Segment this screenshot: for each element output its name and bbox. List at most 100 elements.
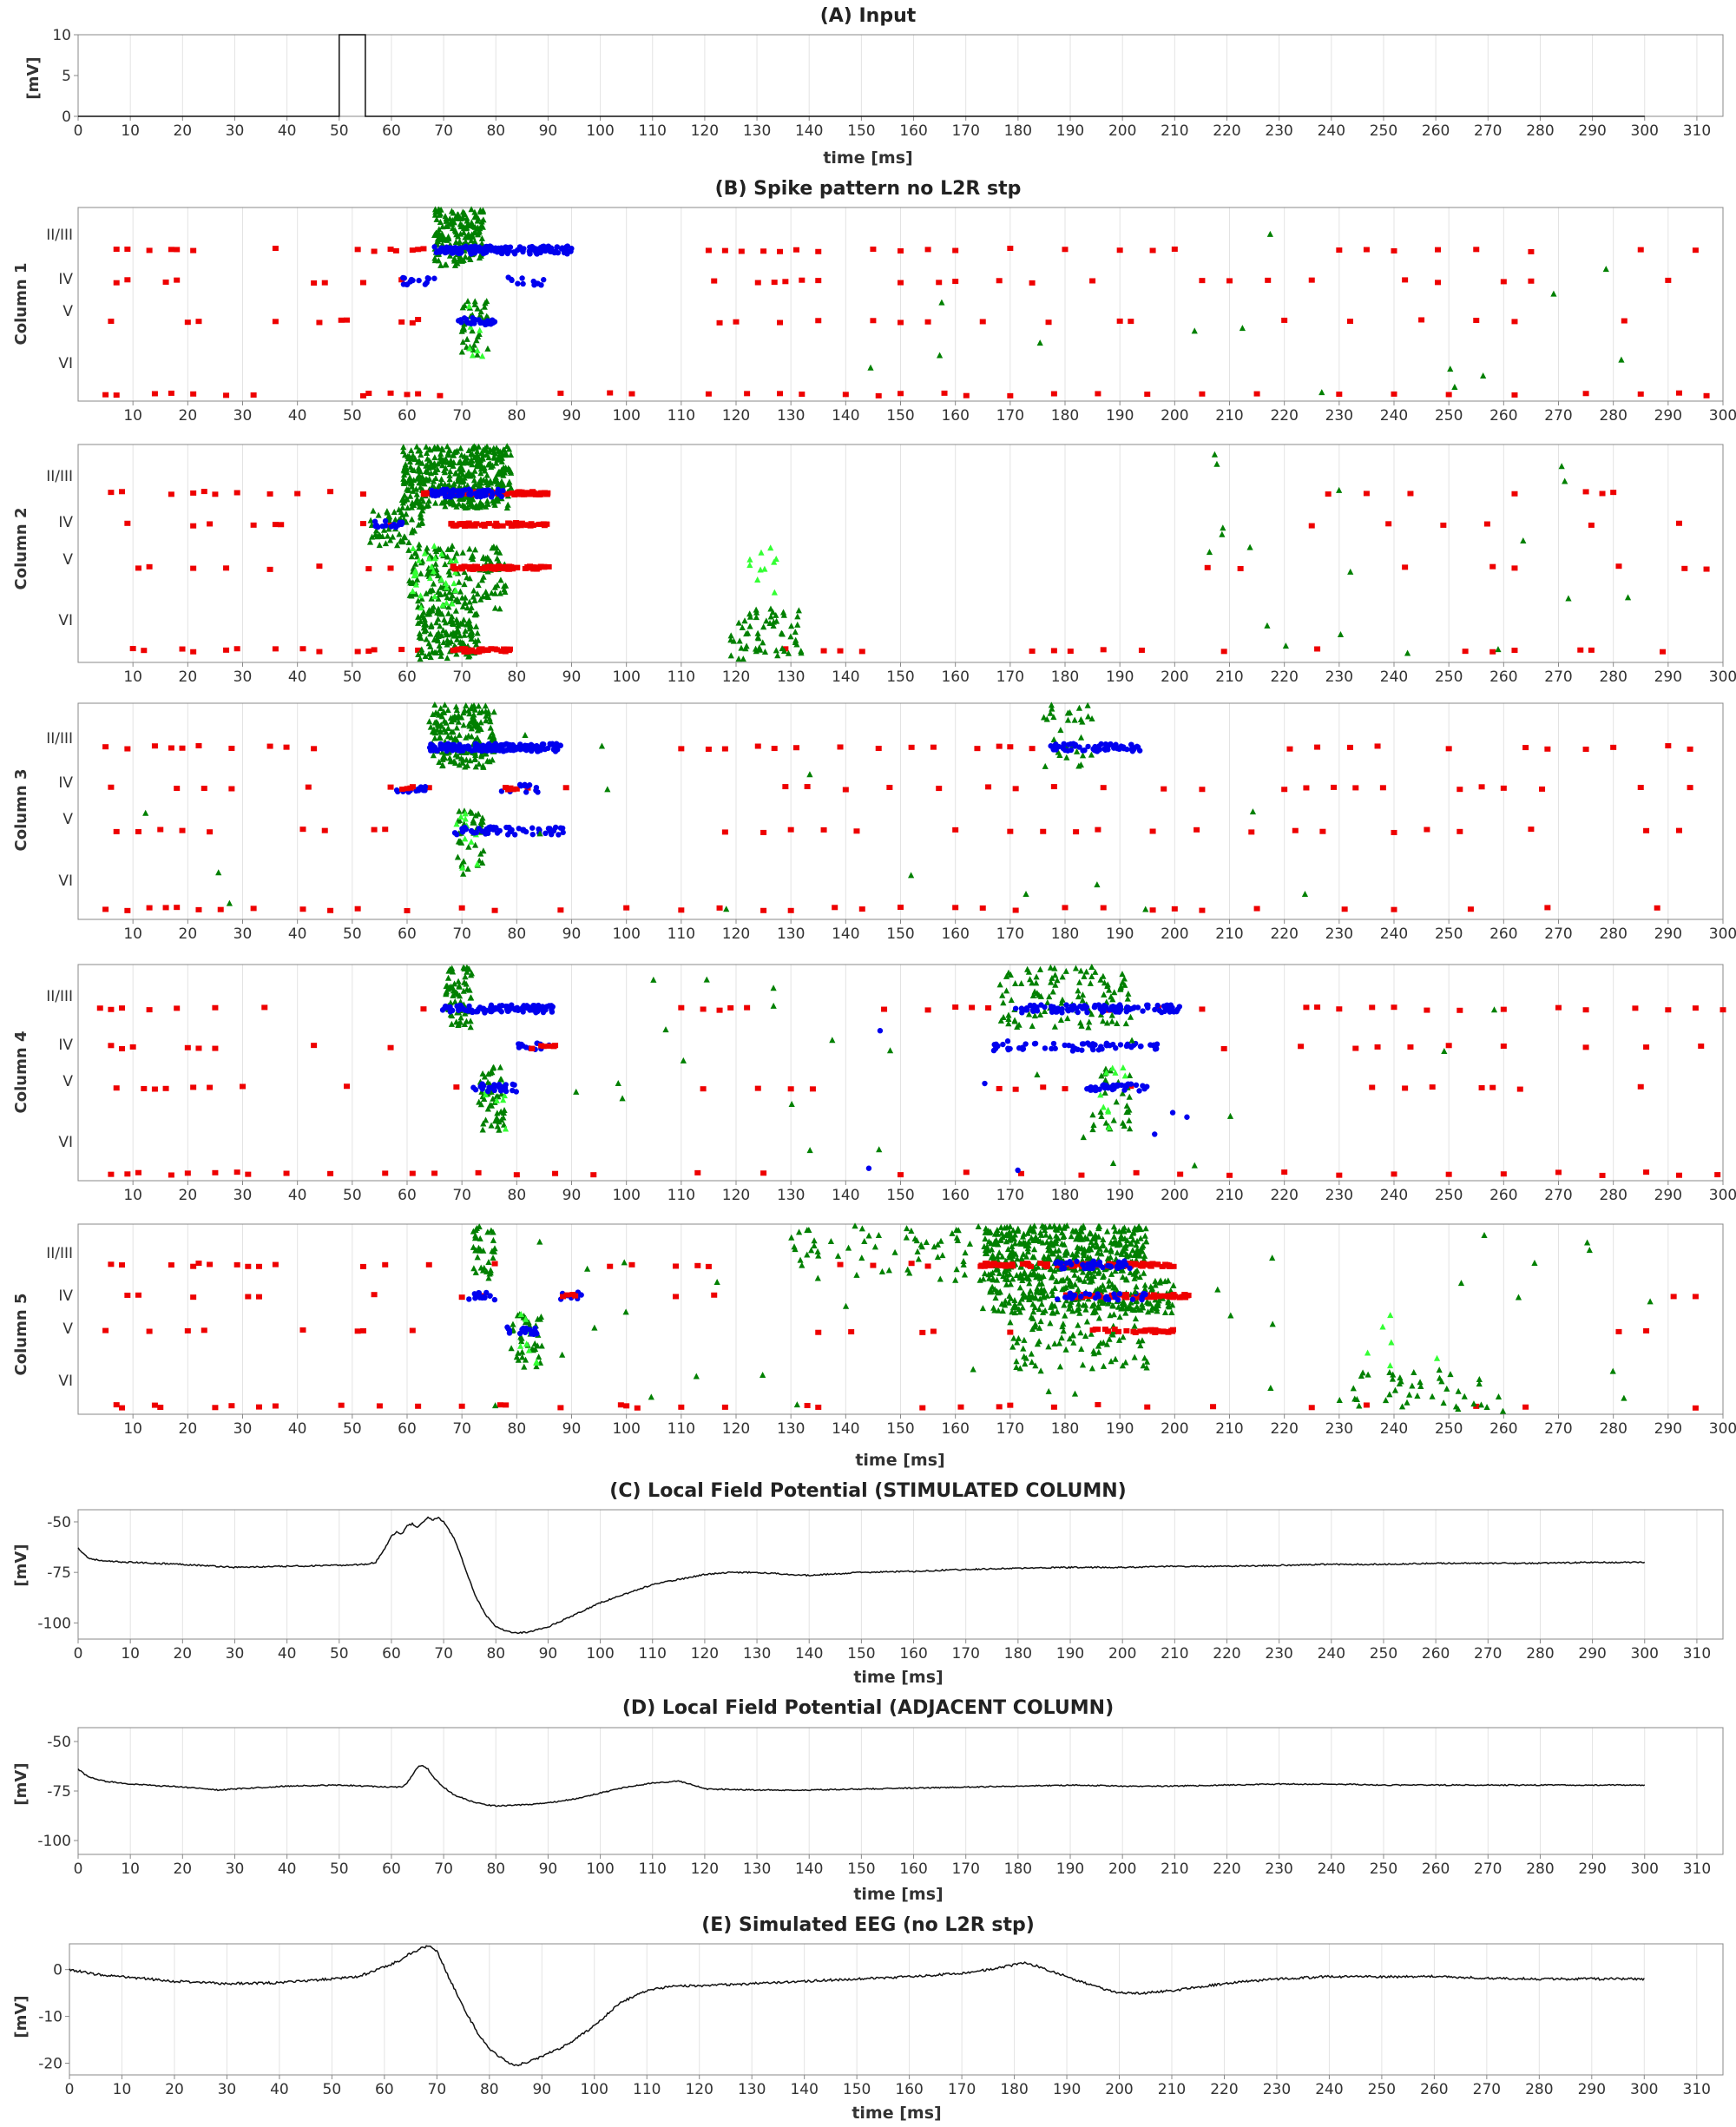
spike-mark <box>1037 1289 1044 1296</box>
spike-mark <box>607 1263 614 1269</box>
spike-mark <box>452 703 460 710</box>
spike-mark <box>421 616 428 623</box>
x-tick-label: 240 <box>1380 1187 1408 1204</box>
spike-mark <box>501 583 508 589</box>
x-tick-label: 60 <box>382 122 401 140</box>
spike-mark <box>1062 247 1069 253</box>
spike-mark <box>436 211 443 218</box>
spike-mark <box>493 1096 500 1103</box>
x-tick-label: 160 <box>899 122 927 140</box>
spike-mark <box>272 522 279 528</box>
spike-mark <box>1100 785 1107 791</box>
spike-mark <box>311 280 318 286</box>
x-tick-label: 180 <box>1004 122 1032 140</box>
spike-mark <box>517 747 523 753</box>
spike-mark <box>195 1045 202 1051</box>
spike-mark <box>560 829 566 836</box>
spike-mark <box>1127 1269 1134 1276</box>
spike-mark <box>190 565 197 571</box>
spike-mark <box>1051 1284 1058 1291</box>
spike-mark <box>1391 391 1397 397</box>
spike-mark <box>463 980 470 987</box>
spike-mark <box>1062 1284 1069 1291</box>
spike-mark <box>754 1085 761 1091</box>
spike-mark <box>410 545 417 552</box>
spike-mark <box>385 512 392 519</box>
spike-mark <box>1226 1112 1234 1119</box>
layer-label: VI <box>58 612 73 629</box>
spike-mark <box>382 540 390 547</box>
spike-mark <box>427 630 434 637</box>
spike-mark <box>1072 1261 1079 1267</box>
spike-mark <box>506 646 513 652</box>
spike-mark <box>493 1116 500 1123</box>
spike-mark <box>416 471 423 478</box>
spike-mark <box>1114 1019 1121 1026</box>
spike-mark <box>1637 1083 1644 1090</box>
spike-mark <box>1347 568 1354 575</box>
spike-mark <box>461 649 468 655</box>
spike-mark <box>472 763 479 770</box>
spike-mark <box>513 786 520 792</box>
spike-mark <box>425 785 432 791</box>
spike-mark <box>439 761 446 768</box>
x-tick-label: 280 <box>1599 668 1627 686</box>
spike-mark <box>447 758 455 765</box>
spike-mark <box>475 721 482 728</box>
spike-mark <box>484 648 491 654</box>
spike-mark <box>483 313 490 319</box>
spike-mark <box>1610 490 1617 496</box>
spike-mark <box>444 982 450 989</box>
spike-mark <box>398 319 405 325</box>
spike-mark <box>1005 1299 1012 1306</box>
spike-mark <box>1119 1248 1126 1254</box>
spike-mark <box>496 1084 503 1090</box>
spike-mark <box>1281 787 1288 793</box>
spike-mark <box>533 1359 540 1366</box>
spike-mark <box>1441 1047 1448 1054</box>
x-tick-label: 130 <box>777 1187 805 1204</box>
spike-mark <box>1105 1256 1112 1263</box>
spike-mark <box>952 905 959 911</box>
spike-mark <box>473 337 480 344</box>
spike-mark <box>1009 1308 1016 1315</box>
spike-mark <box>1044 1261 1051 1267</box>
spike-mark <box>472 491 479 497</box>
spike-mark <box>1004 1275 1011 1282</box>
spike-mark <box>741 617 748 624</box>
spike-mark <box>453 635 461 642</box>
spike-mark <box>430 710 437 717</box>
spike-mark <box>1069 1044 1075 1050</box>
spike-mark <box>705 1263 712 1269</box>
spike-mark <box>853 828 860 834</box>
spike-mark <box>1111 989 1118 996</box>
spike-mark <box>480 1294 486 1301</box>
spike-mark <box>898 280 904 286</box>
spike-mark <box>452 586 459 593</box>
spike-mark <box>1072 1266 1079 1273</box>
spike-mark <box>1050 391 1057 397</box>
spike-mark <box>1097 1108 1104 1115</box>
spike-mark <box>996 743 1003 749</box>
spike-mark <box>1692 247 1699 254</box>
spike-mark <box>463 749 470 756</box>
spike-mark <box>1239 325 1246 332</box>
spike-mark <box>1040 828 1047 834</box>
spike-mark <box>858 649 865 655</box>
spike-mark <box>415 647 422 653</box>
spike-mark <box>760 248 767 254</box>
spike-mark <box>359 1327 366 1333</box>
spike-mark <box>767 613 774 620</box>
spike-mark <box>1141 1252 1148 1259</box>
spike-mark <box>1143 1002 1150 1009</box>
layer-label: II/III <box>46 988 73 1005</box>
spike-mark <box>1019 1261 1026 1267</box>
spike-mark <box>1009 1275 1016 1282</box>
spike-mark <box>479 1267 487 1274</box>
spike-mark <box>365 566 372 572</box>
spike-mark <box>1281 317 1288 323</box>
spike-mark <box>662 1026 669 1033</box>
spike-mark <box>1141 1281 1148 1288</box>
x-tick-label: 220 <box>1270 925 1298 943</box>
spike-mark <box>190 391 197 397</box>
